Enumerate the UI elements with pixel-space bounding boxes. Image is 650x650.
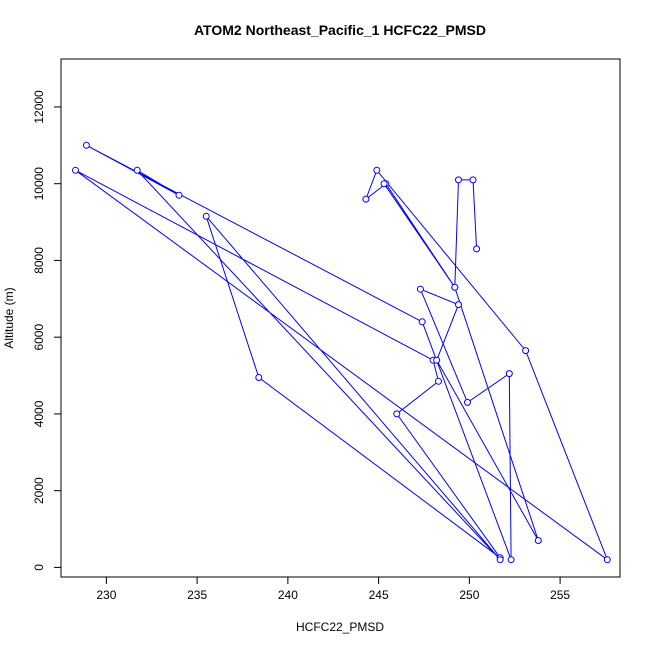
data-point <box>507 556 515 564</box>
y-tick-label: 2000 <box>32 477 46 504</box>
data-point <box>380 180 388 188</box>
y-tick-label: 0 <box>32 564 46 571</box>
y-axis-label: Altitude (m) <box>2 287 16 348</box>
data-point <box>534 537 542 544</box>
y-tick-label: 10000 <box>32 167 46 201</box>
data-point <box>451 283 459 291</box>
data-point <box>522 347 530 355</box>
y-axis: 0 2000 4000 6000 8000 10000 12000 <box>32 90 62 571</box>
data-point <box>464 398 471 406</box>
data-point <box>505 370 513 378</box>
data-point <box>418 318 426 326</box>
y-tick-label: 8000 <box>32 247 46 274</box>
data-point <box>255 374 263 381</box>
data-point <box>473 245 481 253</box>
data-point <box>496 556 504 564</box>
x-axis: 230 235 240 245 250 255 <box>96 576 570 602</box>
data-point <box>175 191 183 199</box>
chart-title: ATOM2 Northeast_Pacific_1 HCFC22_PMSD <box>194 22 486 38</box>
data-point <box>435 377 442 385</box>
y-tick-label: 4000 <box>32 400 46 427</box>
data-point <box>433 356 441 364</box>
x-tick-label: 235 <box>187 588 207 602</box>
data-point <box>393 410 401 418</box>
x-tick-label: 240 <box>278 588 298 602</box>
data-point <box>455 301 462 309</box>
data-point <box>416 285 424 293</box>
data-point <box>72 166 79 174</box>
data-point <box>373 166 381 174</box>
plot-area <box>72 141 611 564</box>
data-point <box>133 166 141 174</box>
y-tick-label: 12000 <box>32 90 46 124</box>
series-line <box>75 144 609 562</box>
x-axis-label: HCFC22_PMSD <box>296 620 384 634</box>
data-point <box>469 176 477 184</box>
x-tick-label: 245 <box>369 588 389 602</box>
x-tick-label: 250 <box>459 588 479 602</box>
data-point <box>603 556 611 564</box>
x-tick-label: 255 <box>550 588 570 602</box>
data-point <box>455 176 462 184</box>
y-tick-label: 6000 <box>32 324 46 351</box>
data-point <box>362 195 370 203</box>
data-point <box>82 141 90 149</box>
x-tick-label: 230 <box>96 588 116 602</box>
data-point <box>202 212 210 220</box>
